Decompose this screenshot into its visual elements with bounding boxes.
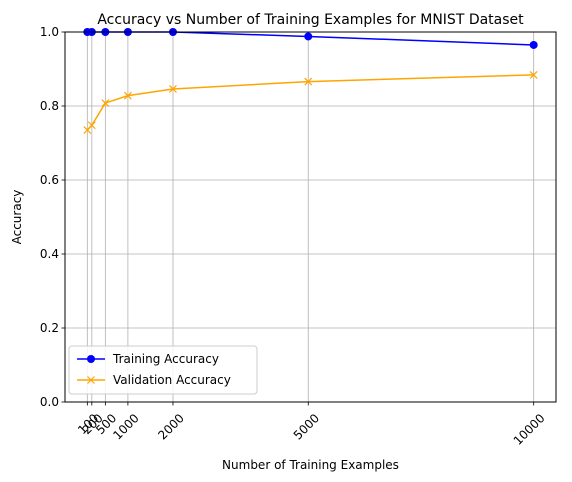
legend-label: Validation Accuracy — [113, 373, 231, 387]
y-axis-label: Accuracy — [10, 190, 24, 245]
legend-entry: Training Accuracy — [77, 352, 219, 366]
data-point — [169, 85, 177, 93]
data-point — [123, 91, 132, 100]
chart-title: Accuracy vs Number of Training Examples … — [97, 12, 524, 28]
legend-entry: Validation Accuracy — [77, 373, 231, 387]
legend-box — [68, 345, 258, 395]
legend: Training Accuracy Validation Accuracy — [68, 345, 258, 395]
data-point — [304, 32, 313, 41]
x-tick-label: 1000 — [110, 411, 141, 442]
data-point — [101, 99, 110, 107]
data-point — [529, 40, 538, 49]
y-tick-label: 0.2 — [40, 321, 59, 335]
x-tick-label: 10000 — [511, 411, 548, 448]
x-tick-label: 2000 — [155, 411, 186, 442]
data-point — [87, 121, 96, 130]
data-point — [529, 70, 538, 79]
y-tick-label: 0.6 — [40, 173, 59, 187]
x-axis-label: Number of Training Examples — [222, 458, 399, 472]
data-point — [304, 77, 313, 86]
series-layer — [83, 28, 538, 134]
legend-label: Training Accuracy — [112, 352, 219, 366]
legend-marker — [87, 355, 95, 363]
legend-marker — [87, 376, 95, 384]
x-tick-label: 5000 — [291, 411, 322, 442]
plot-frame — [64, 31, 557, 403]
y-tick-label: 0.8 — [40, 99, 59, 113]
y-tick-label: 1.0 — [40, 25, 59, 39]
y-tick-label: 0.0 — [40, 395, 59, 409]
y-tick-label: 0.4 — [40, 247, 59, 261]
